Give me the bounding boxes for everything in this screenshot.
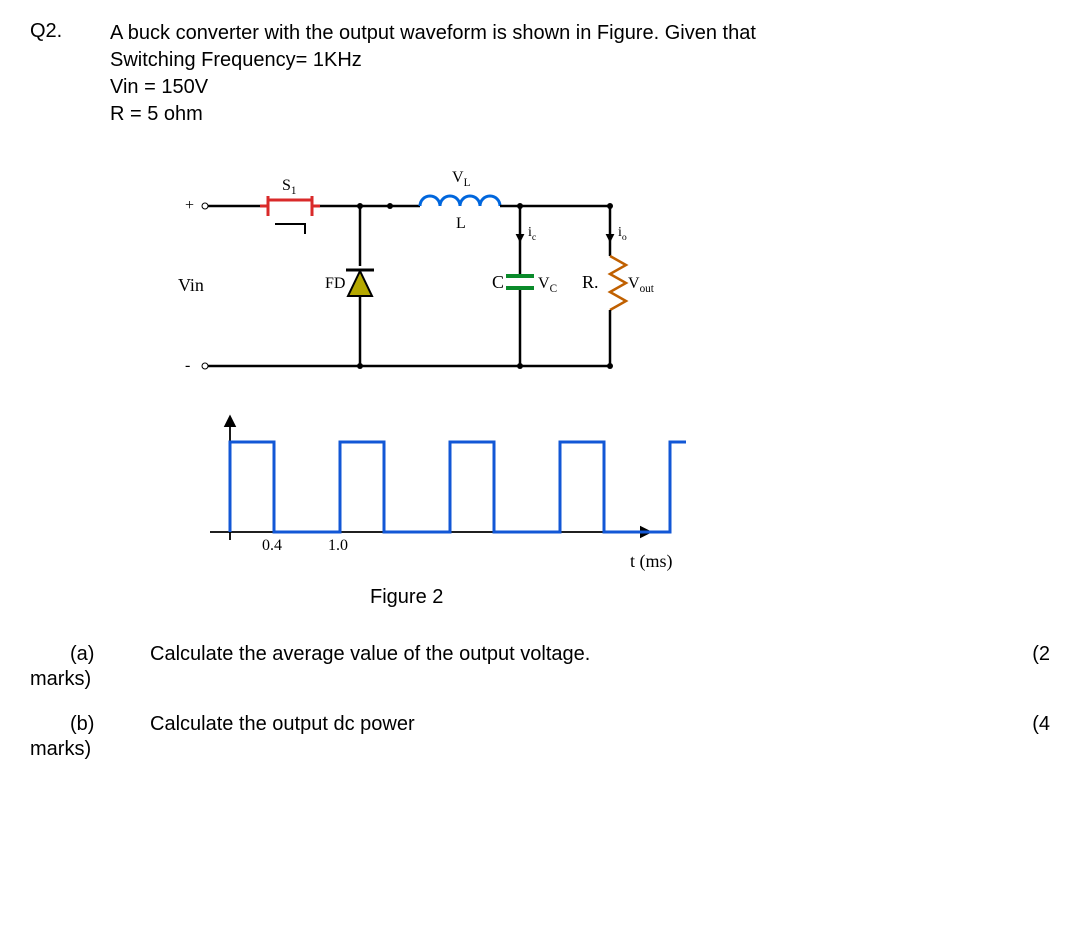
svg-text:C: C xyxy=(492,272,504,292)
question-number: Q2. xyxy=(30,20,110,633)
waveform-plot: 0.4 1.0 t (ms) xyxy=(170,402,1050,578)
marks-word: marks) xyxy=(30,736,1050,763)
svg-text:VL: VL xyxy=(452,169,471,189)
svg-text:VC: VC xyxy=(538,275,557,295)
svg-text:-: - xyxy=(185,357,190,374)
question-stem: A buck converter with the output wavefor… xyxy=(110,20,1050,633)
svg-text:0.4: 0.4 xyxy=(262,537,282,554)
svg-text:Vin: Vin xyxy=(178,275,204,295)
subpart-text: Calculate the average value of the outpu… xyxy=(150,643,1010,666)
svg-text:R.: R. xyxy=(582,272,599,292)
figure-caption: Figure 2 xyxy=(110,586,1050,609)
subpart-marks: (2 xyxy=(1010,643,1050,666)
stem-line: Vin = 150V xyxy=(110,74,1050,101)
subpart-text: Calculate the output dc power xyxy=(150,713,1010,736)
subpart-marks: (4 xyxy=(1010,713,1050,736)
svg-text:+: + xyxy=(185,197,194,214)
marks-word: marks) xyxy=(30,666,1050,693)
svg-text:io: io xyxy=(618,225,627,243)
svg-text:1.0: 1.0 xyxy=(328,537,348,554)
subpart-b: (b) Calculate the output dc power (4 xyxy=(30,713,1050,736)
svg-text:t (ms): t (ms) xyxy=(630,551,673,572)
svg-text:Vout: Vout xyxy=(628,275,655,295)
question-header: Q2. A buck converter with the output wav… xyxy=(30,20,1050,633)
stem-line: A buck converter with the output wavefor… xyxy=(110,20,1050,47)
svg-text:ic: ic xyxy=(528,225,537,243)
circuit-diagram: + - Vin FD C VC ic io R. Vout S1 VL L xyxy=(170,156,1050,392)
svg-text:FD: FD xyxy=(325,275,345,292)
subpart-label: (b) xyxy=(30,713,150,736)
stem-line: R = 5 ohm xyxy=(110,101,1050,128)
subpart-a: (a) Calculate the average value of the o… xyxy=(30,643,1050,666)
subpart-label: (a) xyxy=(30,643,150,666)
svg-text:S1: S1 xyxy=(282,177,297,197)
svg-text:L: L xyxy=(456,215,466,232)
stem-line: Switching Frequency= 1KHz xyxy=(110,47,1050,74)
